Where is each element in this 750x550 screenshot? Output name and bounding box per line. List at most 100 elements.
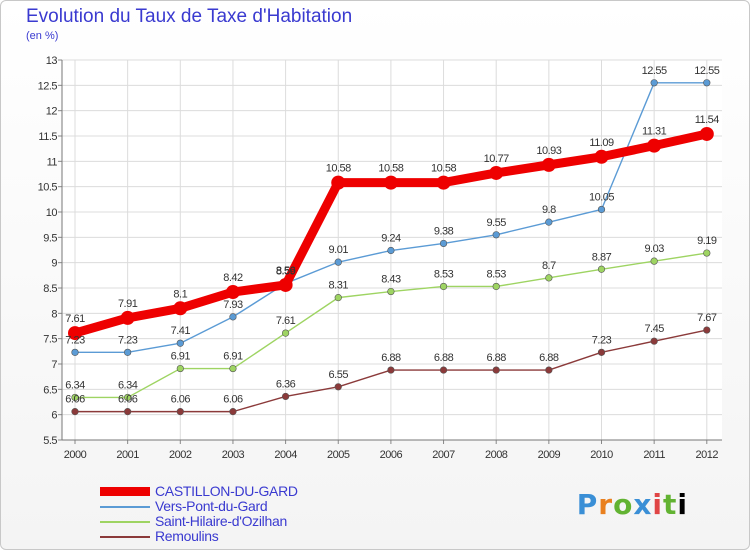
data-label-castillon: 11.31: [642, 126, 667, 138]
data-label-saint-hilaire: 8.7: [542, 260, 556, 272]
data-point-saint-hilaire: [334, 294, 342, 302]
y-tick-label: 12.5: [38, 80, 58, 92]
data-point-saint-hilaire: [597, 265, 606, 273]
data-point-saint-hilaire: [545, 274, 553, 282]
y-tick-label: 11: [47, 156, 58, 168]
data-point-saint-hilaire: [387, 287, 395, 296]
legend-label-castillon: CASTILLON-DU-GARD: [155, 483, 298, 499]
legend-swatch-saint-hilaire: [100, 521, 150, 523]
data-label-vers-pont-du-gard: 9.01: [329, 244, 349, 256]
x-tick-label: 2009: [538, 449, 561, 461]
x-tick-label: 2012: [696, 449, 719, 461]
data-point-castillon: [68, 326, 82, 341]
data-label-castillon: 8.1: [173, 288, 187, 300]
data-point-saint-hilaire: [229, 364, 237, 373]
data-point-castillon: [699, 126, 714, 141]
data-label-remoulins: 6.88: [486, 352, 506, 364]
data-label-saint-hilaire: 8.87: [592, 251, 612, 263]
data-point-castillon: [173, 301, 188, 316]
data-label-castillon: 8.56: [276, 265, 296, 277]
data-point-vers-pont-du-gard: [71, 348, 79, 356]
data-point-remoulins: [545, 366, 553, 374]
data-label-saint-hilaire: 6.91: [171, 351, 191, 363]
data-label-remoulins: 6.88: [539, 352, 559, 364]
data-label-vers-pont-du-gard: 7.23: [118, 334, 138, 346]
y-tick-label: 11.5: [38, 131, 57, 143]
data-label-remoulins: 6.06: [65, 394, 85, 406]
data-label-saint-hilaire: 7.61: [276, 315, 296, 327]
data-point-saint-hilaire: [71, 393, 79, 402]
data-point-vers-pont-du-gard: [387, 246, 395, 255]
x-tick-label: 2011: [643, 449, 665, 461]
y-axis-unit-label: (en %): [26, 30, 59, 42]
legend-swatch-castillon: [100, 487, 150, 496]
data-point-remoulins: [229, 408, 237, 416]
y-tick-label: 7: [51, 359, 57, 371]
data-point-saint-hilaire: [282, 329, 290, 337]
data-label-saint-hilaire: 9.19: [697, 235, 717, 247]
data-point-castillon: [120, 310, 135, 325]
legend-label-remoulins: Remoulins: [155, 528, 219, 544]
data-point-vers-pont-du-gard: [703, 79, 711, 87]
x-tick-label: 2001: [116, 449, 139, 461]
data-label-remoulins: 7.67: [697, 312, 717, 324]
data-label-saint-hilaire: 8.31: [329, 280, 349, 292]
data-label-remoulins: 7.45: [644, 323, 664, 335]
data-label-vers-pont-du-gard: 9.38: [434, 225, 454, 237]
data-point-remoulins: [71, 408, 79, 416]
y-tick-label: 10.5: [38, 182, 58, 194]
y-tick-label: 7.5: [43, 334, 57, 346]
data-label-castillon: 7.91: [118, 298, 138, 310]
legend-label-saint-hilaire: Saint-Hilaire-d'Ozilhan: [155, 513, 287, 529]
data-label-saint-hilaire: 6.91: [223, 351, 243, 363]
data-point-remoulins: [124, 408, 132, 416]
data-label-saint-hilaire: 9.03: [644, 243, 664, 255]
data-point-castillon: [647, 138, 662, 153]
data-point-vers-pont-du-gard: [176, 339, 184, 347]
y-tick-label: 13: [46, 55, 58, 67]
data-point-castillon: [383, 175, 398, 190]
x-tick-label: 2002: [169, 449, 192, 461]
data-point-vers-pont-du-gard: [650, 79, 658, 87]
data-point-castillon: [278, 277, 293, 292]
data-label-vers-pont-du-gard: 12.55: [642, 65, 667, 77]
data-point-remoulins: [650, 337, 658, 345]
x-tick-label: 2003: [222, 449, 245, 461]
data-point-vers-pont-du-gard: [597, 205, 606, 214]
legend-swatch-remoulins: [100, 536, 150, 538]
data-point-saint-hilaire: [439, 282, 448, 291]
data-point-castillon: [594, 149, 609, 164]
data-point-vers-pont-du-gard: [124, 348, 132, 356]
data-label-vers-pont-du-gard: 9.24: [381, 233, 401, 245]
data-label-remoulins: 6.55: [329, 369, 349, 381]
y-tick-label: 6.5: [43, 384, 57, 396]
data-point-remoulins: [439, 366, 448, 374]
data-point-vers-pont-du-gard: [492, 231, 500, 239]
data-point-vers-pont-du-gard: [229, 313, 237, 321]
data-label-vers-pont-du-gard: 7.41: [171, 325, 191, 337]
data-label-castillon: 10.93: [536, 145, 561, 157]
data-label-vers-pont-du-gard: 8.59: [276, 265, 296, 277]
data-point-remoulins: [703, 326, 711, 334]
y-tick-label: 9.5: [43, 232, 57, 244]
x-tick-label: 2008: [485, 449, 508, 461]
data-label-saint-hilaire: 6.34: [118, 379, 138, 391]
data-label-vers-pont-du-gard: 9.8: [542, 204, 556, 216]
data-point-saint-hilaire: [124, 393, 132, 402]
data-label-castillon: 10.77: [484, 153, 509, 165]
data-label-castillon: 11.09: [589, 137, 614, 149]
x-tick-label: 2000: [64, 449, 87, 461]
data-point-castillon: [489, 165, 504, 180]
x-tick-label: 2010: [590, 449, 613, 461]
data-point-saint-hilaire: [176, 364, 184, 373]
proxiti-logo: Proxiti: [576, 488, 688, 521]
data-point-remoulins: [597, 348, 606, 356]
data-label-vers-pont-du-gard: 7.23: [65, 334, 85, 346]
y-tick-label: 10: [46, 207, 58, 219]
data-label-saint-hilaire: 6.34: [65, 379, 85, 391]
data-point-castillon: [225, 285, 240, 300]
data-point-remoulins: [334, 383, 342, 391]
legend-swatch-vers-pont-du-gard: [100, 506, 150, 508]
x-tick-label: 2006: [380, 449, 403, 461]
